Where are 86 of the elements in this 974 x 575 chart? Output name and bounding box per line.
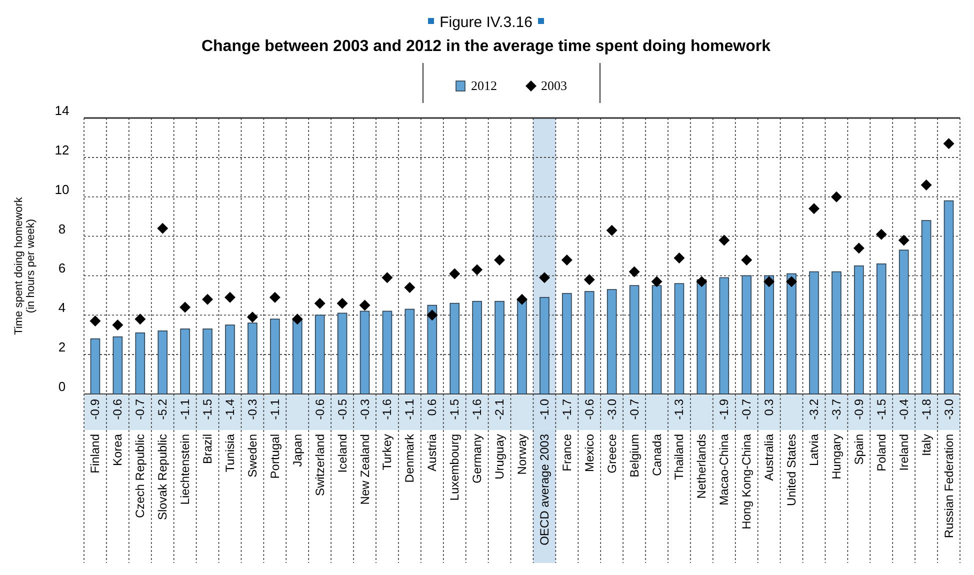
y-tick-label: 10 (54, 182, 70, 197)
text: -2.1 (492, 398, 507, 420)
text: -1.5 (448, 398, 462, 420)
text: -5.2 (156, 398, 170, 420)
x-tick-label: Latvia (807, 434, 821, 466)
text: -3.7 (829, 398, 844, 420)
text: -1.7 (560, 398, 574, 420)
x-tick-label: Thailand (672, 434, 686, 480)
text: -1.9 (717, 398, 732, 420)
text: -1.1 (402, 398, 417, 420)
x-tick-label: Belgium (627, 434, 642, 478)
y-tick-label: 8 (58, 221, 66, 236)
text: -1.0 (537, 398, 552, 420)
legend-label: 2012 (471, 78, 497, 93)
x-tick-label: Japan (290, 434, 304, 467)
text: -0.9 (88, 398, 102, 420)
x-tick-label: Uruguay (492, 434, 507, 480)
x-tick-label: Norway (515, 434, 529, 475)
chart-title: Figure IV.3.16 (440, 14, 532, 31)
x-tick-label: Ireland (896, 434, 911, 471)
y-tick-label: 14 (54, 103, 70, 118)
text: 0.6 (425, 398, 440, 416)
y-tick-label: 0 (58, 379, 66, 394)
x-tick-label: Hong Kong-China (740, 434, 754, 530)
x-tick-label: Italy (919, 434, 934, 456)
x-tick-label: Tunisia (223, 434, 237, 472)
text: 0.3 (762, 398, 776, 416)
y-tick-label: 2 (58, 340, 66, 355)
text: -1.8 (919, 398, 934, 420)
text: -0.6 (582, 398, 596, 420)
x-tick-label: Mexico (582, 434, 596, 472)
x-tick-label: Liechtenstein (178, 434, 192, 505)
text: -0.3 (358, 398, 372, 420)
legend-label: 2003 (541, 78, 567, 93)
x-tick-label: France (560, 434, 574, 472)
x-tick-label: Spain (852, 434, 866, 465)
text: -0.7 (133, 398, 148, 420)
x-tick-label: Sweden (245, 434, 260, 478)
text: -1.6 (380, 398, 394, 420)
y-tick-label: 4 (58, 300, 66, 316)
x-tick-label: Czech Republic (133, 434, 148, 518)
x-tick-label: Turkey (380, 434, 394, 470)
x-tick-label: Australia (762, 434, 776, 481)
text: -1.5 (200, 398, 215, 420)
x-tick-label: Macao-China (717, 434, 732, 506)
x-tick-label: Netherlands (694, 434, 709, 499)
x-tick-label: OECD average 2003 (537, 434, 552, 546)
text: -0.5 (335, 398, 350, 420)
x-tick-label: United States (784, 434, 799, 506)
x-tick-label: Poland (874, 434, 888, 472)
y-tick-label: 6 (58, 260, 66, 276)
text: -1.4 (223, 398, 237, 420)
x-tick-label: Brazil (200, 434, 215, 464)
text: -0.4 (896, 398, 911, 420)
x-tick-label: Germany (470, 434, 484, 484)
x-tick-label: Korea (110, 434, 125, 466)
text: -0.6 (312, 398, 327, 420)
x-tick-label: Denmark (402, 433, 417, 483)
text: -0.9 (852, 398, 866, 420)
text: -3.2 (807, 398, 821, 420)
x-tick-label: Hungary (829, 434, 844, 480)
text: -1.6 (470, 398, 484, 420)
x-tick-label: Portugal (268, 434, 282, 479)
text: -1.1 (268, 398, 282, 420)
y-tick-label: 12 (54, 142, 70, 158)
text: -3.0 (604, 398, 619, 420)
text: -0.7 (627, 398, 642, 420)
chart-subtitle: Change between 2003 and 2012 in the average time spent doing homework (201, 38, 771, 55)
text: -1.1 (178, 398, 192, 420)
text: -0.7 (740, 398, 754, 420)
x-tick-label: Luxembourg (448, 434, 462, 501)
text: -1.3 (672, 398, 686, 420)
text: -1.5 (874, 398, 888, 420)
text: -0.3 (245, 398, 260, 420)
text: -3.0 (942, 398, 956, 420)
x-tick-label: Canada (650, 434, 664, 476)
x-tick-label: Iceland (335, 434, 350, 473)
y-axis-title: Time spent doing homework (in hours per week) (13, 196, 37, 335)
x-tick-label: New Zealand (358, 434, 372, 505)
x-tick-label: Switzerland (312, 434, 327, 496)
x-tick-label: Greece (604, 434, 619, 474)
text: -0.6 (110, 398, 125, 420)
x-tick-label: Austria (425, 434, 440, 472)
x-tick-label: Slovak Republic (156, 434, 170, 520)
x-tick-label: Finland (88, 434, 102, 474)
x-tick-label: Russian Federation (942, 434, 956, 538)
